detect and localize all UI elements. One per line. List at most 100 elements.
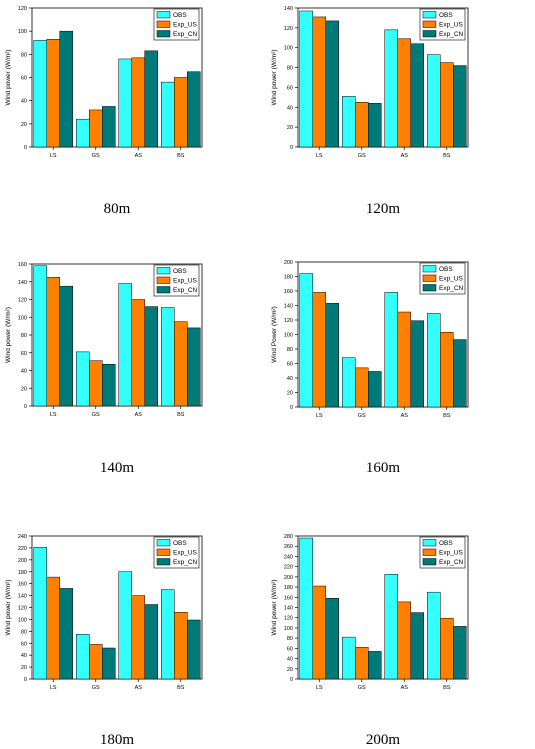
y-tick-label: 0 [290,677,293,683]
x-tick-label: GS [358,685,366,691]
legend-label-exp-us: Exp_US [439,22,464,29]
x-tick-label: LS [50,153,57,159]
y-tick-label: 80 [287,636,293,642]
legend: OBS Exp_US Exp_CN [153,8,200,41]
y-tick-label: 120 [284,616,293,622]
legend-label-exp-us: Exp_US [439,550,464,557]
y-tick-label: 260 [284,544,293,550]
bar-exp-us-ls [46,576,60,680]
bar-exp-cn-bs [453,626,467,680]
y-tick-label: 80 [21,333,27,339]
legend-swatch-exp-cn [422,284,437,292]
bar-exp-us-as [131,57,145,148]
legend-swatch-obs [422,539,437,547]
legend-swatch-exp-us [156,20,171,28]
legend-swatch-exp-us [422,20,437,28]
bar-exp-cn-gs [102,364,116,407]
bar-exp-cn-bs [453,65,467,148]
y-tick-label: 60 [287,85,293,91]
plot-frame [297,7,469,148]
legend-swatch-obs [156,267,171,275]
legend-swatch-exp-cn [422,30,437,38]
y-tick-label: 100 [284,46,293,52]
bar-obs-bs [427,313,441,408]
y-tick-label: 240 [284,554,293,560]
legend-swatch-exp-us [422,274,437,282]
y-tick-label: 100 [284,626,293,632]
x-tick-label: AS [135,412,143,418]
bar-obs-gs [76,351,90,407]
y-tick-label: 60 [21,76,27,82]
legend-label-exp-cn: Exp_CN [439,31,464,38]
y-tick-label: 80 [287,347,293,353]
legend-label-exp-cn: Exp_CN [173,559,198,566]
panel-caption: 140m [100,460,135,476]
x-tick-label: GS [92,412,100,418]
bar-obs-gs [342,96,356,148]
legend-swatch-exp-cn [156,30,171,38]
y-tick-label: 60 [287,646,293,652]
bar-exp-us-ls [46,39,60,148]
bar-obs-as [118,571,132,680]
bar-exp-cn-as [410,43,424,148]
y-tick-label: 0 [290,145,293,151]
y-tick-label: 140 [284,304,293,310]
y-tick-label: 120 [18,298,27,304]
bar-obs-ls [299,273,313,408]
y-tick-label: 40 [21,99,27,105]
bar-obs-bs [427,591,441,680]
legend-swatch-exp-cn [156,558,171,566]
y-tick-label: 220 [284,565,293,571]
bar-exp-us-bs [440,62,454,148]
y-axis-label: Wind power (W/m²) [5,580,12,636]
y-tick-label: 40 [287,105,293,111]
bar-exp-us-bs [440,332,454,408]
bar-exp-us-as [397,38,411,148]
y-tick-label: 100 [18,315,27,321]
bar-exp-us-as [397,311,411,408]
y-tick-label: 40 [287,657,293,663]
legend-label-obs: OBS [173,12,187,19]
bar-obs-gs [342,357,356,408]
y-tick-label: 120 [18,6,27,12]
chart-panel-6: 0 20 40 60 80 100 120 140 160 180 200 220 240 260 280 W… [271,534,469,748]
chart-panel-3: 0 20 40 60 80 100 120 140 160 Wind power (W/m²) LS… [5,262,203,476]
x-tick-label: AS [135,685,143,691]
bar-obs-ls [33,265,47,407]
bar-exp-us-gs [355,647,369,680]
y-tick-label: 280 [284,534,293,540]
y-tick-label: 120 [284,318,293,324]
y-tick-label: 120 [18,606,27,612]
y-tick-label: 100 [18,29,27,35]
legend-swatch-exp-us [156,548,171,556]
y-tick-label: 20 [287,667,293,673]
bar-obs-as [384,292,398,408]
y-tick-label: 200 [18,558,27,564]
y-tick-label: 60 [21,641,27,647]
legend: OBS Exp_US Exp_CN [419,8,466,41]
panel-caption: 160m [366,460,401,476]
y-tick-label: 60 [21,351,27,357]
legend-label-obs: OBS [173,268,187,275]
bar-exp-cn-ls [325,303,339,408]
bar-obs-ls [33,40,47,148]
panel-caption: 200m [366,732,401,748]
bar-exp-cn-ls [59,30,73,148]
bar-exp-us-ls [312,16,326,148]
x-tick-label: LS [50,685,57,691]
y-tick-label: 0 [24,404,27,410]
x-tick-label: BS [177,153,185,159]
legend-label-exp-cn: Exp_CN [173,287,198,294]
y-tick-label: 100 [284,333,293,339]
bar-obs-bs [161,589,175,680]
y-tick-label: 140 [18,594,27,600]
bar-exp-us-gs [89,360,103,407]
y-tick-label: 40 [21,369,27,375]
legend: OBS Exp_US Exp_CN [153,536,200,569]
x-tick-label: LS [50,412,57,418]
y-tick-label: 0 [290,405,293,411]
legend-label-obs: OBS [439,12,453,19]
x-tick-label: GS [92,685,100,691]
chart-panel-2: 0 20 40 60 80 100 120 140 Wind power (W/m²) LS GS A… [271,6,469,217]
